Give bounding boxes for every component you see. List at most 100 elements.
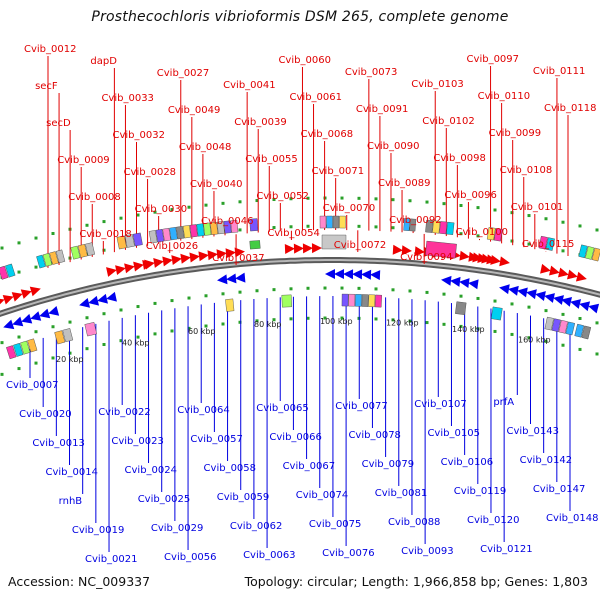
- forward-gene-arrow: [481, 253, 492, 264]
- gene-label: Cvib_0054: [267, 228, 319, 239]
- reverse-gene-arrow: [588, 303, 600, 314]
- gene-label: Cvib_0014: [46, 467, 98, 478]
- gene-label: Cvib_0106: [441, 457, 493, 468]
- gene-label: Cvib_0081: [375, 488, 427, 499]
- gene-label: Cvib_0013: [32, 438, 84, 449]
- ring-dot: [102, 312, 106, 316]
- gene-label: Cvib_0029: [151, 523, 203, 534]
- ring-dot: [170, 299, 174, 303]
- reverse-gene-arrow: [12, 316, 24, 327]
- feature-block: [425, 219, 434, 233]
- ring-dot: [544, 309, 548, 313]
- ring-dot: [34, 330, 38, 334]
- ring-dot: [544, 339, 548, 343]
- ring-dot: [340, 316, 344, 320]
- gene-label: Cvib_0060: [278, 55, 330, 66]
- ring-dot: [544, 245, 548, 249]
- feature-block: [339, 215, 346, 229]
- forward-gene-arrow: [11, 292, 23, 302]
- ring-dot: [204, 324, 208, 328]
- gene-label: Cvib_0072: [334, 240, 386, 251]
- ring-dot: [34, 361, 38, 365]
- forward-gene-arrow: [293, 243, 304, 254]
- gene-label: Cvib_0091: [356, 104, 408, 115]
- reverse-gene-arrow: [235, 272, 246, 283]
- ring-dot: [255, 199, 259, 203]
- ring-dot: [391, 318, 395, 322]
- ring-dot: [578, 316, 582, 320]
- feature-block: [361, 294, 369, 307]
- reverse-gene-arrow: [106, 291, 117, 302]
- gene-label: Cvib_0093: [401, 546, 453, 557]
- ring-dot: [306, 224, 310, 228]
- gene-label: Cvib_0097: [467, 54, 519, 65]
- ring-dot: [0, 246, 4, 250]
- gene-label: Cvib_0110: [478, 91, 530, 102]
- feature-block: [116, 235, 127, 250]
- ring-dot: [51, 232, 55, 236]
- gene-label: Cvib_0076: [322, 548, 374, 559]
- forward-gene-arrow: [20, 289, 32, 299]
- gene-label: rnhB: [59, 496, 83, 507]
- ring-dot: [425, 321, 429, 325]
- ring-dot: [306, 316, 310, 320]
- feature-block: [20, 340, 31, 355]
- gene-label: Cvib_0077: [335, 401, 387, 412]
- gene-label: Cvib_0030: [135, 204, 187, 215]
- gene-label: Cvib_0088: [388, 517, 440, 528]
- ring-dot: [510, 211, 514, 215]
- gene-label: Cvib_0089: [378, 178, 430, 189]
- ring-dot: [255, 289, 259, 293]
- ring-dot: [238, 320, 242, 324]
- gene-label: Cvib_0090: [367, 141, 419, 152]
- feature-block: [493, 228, 503, 242]
- feature-block: [332, 215, 340, 229]
- feature-block: [455, 301, 467, 315]
- map-title: Prosthecochloris vibrioformis DSM 265, c…: [91, 9, 509, 25]
- ring-dot: [340, 286, 344, 290]
- gene-label: Cvib_0037: [212, 253, 264, 264]
- feature-block: [70, 245, 81, 260]
- ring-dot: [459, 232, 463, 236]
- feature-block: [446, 221, 455, 235]
- feature-block: [216, 221, 225, 235]
- ring-dot: [374, 197, 378, 201]
- ring-dot: [136, 335, 140, 339]
- feature-block: [591, 247, 600, 262]
- ring-dot: [544, 217, 548, 221]
- ring-dot: [527, 336, 531, 340]
- gene-label: Cvib_0039: [234, 117, 286, 128]
- feature-block: [348, 293, 356, 307]
- reverse-gene-arrow: [570, 299, 582, 309]
- feature-block: [84, 322, 97, 337]
- gene-label: Cvib_0026: [146, 241, 198, 252]
- gene-label: Cvib_0070: [323, 203, 375, 214]
- feature-block: [341, 293, 349, 307]
- tick-label: 20 kbp: [56, 355, 84, 364]
- forward-gene-arrow: [499, 256, 510, 267]
- reverse-gene-arrow: [352, 269, 363, 280]
- feature-block: [249, 240, 261, 250]
- ring-dot: [102, 343, 106, 347]
- feature-block: [565, 321, 576, 336]
- genome-backbone: [0, 259, 600, 315]
- gene-label: Cvib_0115: [522, 239, 574, 250]
- reverse-gene-arrow: [441, 275, 452, 286]
- feature-block: [223, 220, 232, 234]
- forward-gene-arrow: [566, 269, 578, 280]
- ring-dot: [323, 316, 327, 320]
- ring-dot: [578, 347, 582, 351]
- ring-dot: [102, 220, 106, 224]
- ring-dot: [51, 356, 55, 360]
- ring-dot: [170, 329, 174, 333]
- forward-gene-arrow: [401, 245, 412, 256]
- feature-block: [225, 298, 235, 312]
- ring-dot: [0, 372, 4, 376]
- accession-text: Accession: NC_009337: [8, 574, 151, 589]
- ring-dot: [561, 249, 565, 253]
- feature-block: [189, 224, 198, 238]
- gene-label: Cvib_0071: [312, 166, 364, 177]
- feature-block: [249, 218, 259, 232]
- forward-gene-arrow: [414, 246, 425, 257]
- forward-gene-arrow: [459, 250, 470, 261]
